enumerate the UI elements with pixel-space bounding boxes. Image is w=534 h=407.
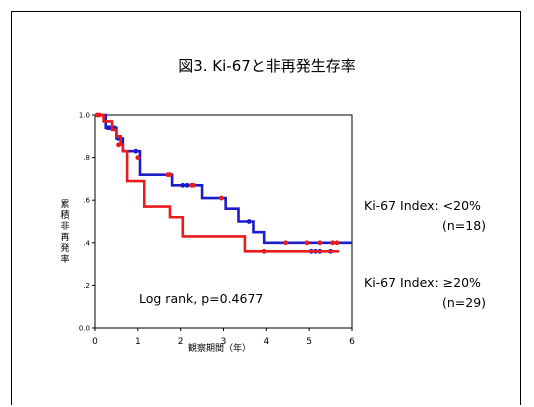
- slide-frame: [11, 11, 521, 405]
- censor-mark: [218, 195, 224, 201]
- series-layer: [94, 112, 352, 254]
- censor-mark: [283, 240, 289, 246]
- legend-group2-count: (n=29): [442, 295, 487, 310]
- censor-mark: [261, 248, 267, 254]
- censor-mark: [96, 112, 102, 118]
- censor-mark: [116, 142, 121, 148]
- x-tick-label: 4: [263, 337, 269, 347]
- censor-mark: [317, 240, 323, 246]
- km-curve-series-1: [95, 113, 352, 245]
- censor-mark: [133, 148, 139, 154]
- x-tick-label: 2: [178, 337, 184, 347]
- km-curve-series-2: [95, 113, 340, 253]
- censor-mark: [191, 182, 196, 188]
- x-axis-label: 観察期間（年）: [188, 344, 252, 354]
- y-axis-label-char: 発: [60, 244, 70, 254]
- y-axis-label-char: 率: [60, 255, 70, 265]
- chart-axes: 0.0 .2 .4 .6 .8 1.0 0 1 2 3 4 5 6: [79, 112, 355, 348]
- censor-mark: [330, 240, 336, 246]
- x-tick-label: 0: [92, 337, 98, 347]
- y-tick-label: .2: [83, 282, 90, 290]
- y-axis-label-char: 非: [60, 222, 70, 232]
- y-tick-label: .6: [83, 197, 90, 205]
- censor-mark: [184, 182, 190, 188]
- y-axis-label-char: 再: [60, 233, 70, 243]
- x-tick-label: 5: [306, 337, 312, 347]
- y-axis-label: 累積非再発率: [58, 200, 72, 266]
- censor-mark: [246, 219, 252, 224]
- censor-mark: [334, 240, 340, 246]
- censor-mark: [180, 182, 186, 188]
- y-tick-label: .4: [83, 239, 90, 247]
- y-axis-label-char: 積: [60, 211, 70, 221]
- x-tick-label: 1: [135, 337, 141, 347]
- legend-group1-name: Ki-67 Index: <20%: [364, 198, 481, 213]
- legend-group1-count: (n=18): [442, 218, 487, 233]
- x-tick-label: 6: [349, 337, 355, 347]
- x-tick-label: 3: [221, 337, 227, 347]
- censor-mark: [135, 155, 141, 161]
- y-axis-label-char: 累: [60, 200, 70, 210]
- y-tick-label: .8: [83, 154, 90, 162]
- y-tick-label: 0.0: [79, 325, 90, 333]
- legend-group2-name: Ki-67 Index: ≥20%: [364, 275, 481, 290]
- censor-mark: [167, 172, 173, 178]
- censor-mark: [304, 240, 310, 246]
- chart-title: 図3. Ki-67と非再発生存率: [178, 57, 356, 75]
- logrank-annotation: Log rank, p=0.4677: [139, 291, 264, 306]
- y-tick-label: 1.0: [79, 112, 90, 120]
